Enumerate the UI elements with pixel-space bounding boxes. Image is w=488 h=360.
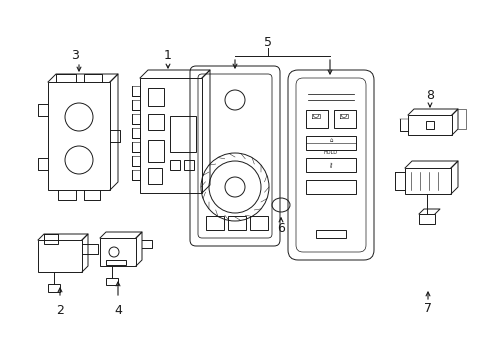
Bar — [205, 216, 224, 230]
Text: 8: 8 — [425, 89, 433, 102]
Bar — [183, 160, 194, 170]
Bar — [407, 115, 451, 135]
Bar — [132, 170, 140, 180]
Bar — [132, 114, 140, 124]
Text: 6: 6 — [277, 221, 285, 234]
Bar — [148, 140, 163, 162]
Bar — [44, 234, 58, 244]
Bar — [140, 78, 202, 193]
Bar — [106, 260, 126, 265]
Bar — [132, 142, 140, 152]
Text: 5: 5 — [264, 36, 271, 49]
Bar — [170, 116, 196, 152]
Bar — [305, 136, 355, 150]
Bar — [418, 214, 434, 224]
Bar — [249, 216, 267, 230]
Bar — [333, 110, 355, 128]
Bar — [170, 160, 180, 170]
Bar — [425, 121, 433, 129]
Bar — [305, 158, 355, 172]
Text: ⚷: ⚷ — [328, 162, 332, 167]
Bar — [132, 86, 140, 96]
Bar — [48, 284, 60, 292]
Bar — [148, 114, 163, 130]
Bar — [38, 240, 82, 272]
Bar — [48, 82, 110, 190]
Bar — [100, 238, 136, 266]
Text: 4: 4 — [114, 303, 122, 316]
Bar — [305, 180, 355, 194]
Text: ⌂: ⌂ — [328, 138, 332, 143]
Bar — [227, 216, 245, 230]
Bar — [404, 168, 450, 194]
Bar — [305, 110, 327, 128]
Bar — [315, 230, 346, 238]
Bar — [148, 168, 162, 184]
Text: HOLD: HOLD — [324, 149, 337, 154]
Text: 7: 7 — [423, 302, 431, 315]
Text: 3: 3 — [71, 49, 79, 62]
Bar — [132, 100, 140, 110]
Bar — [148, 88, 163, 106]
Bar — [132, 128, 140, 138]
Bar — [132, 156, 140, 166]
Text: 2: 2 — [56, 303, 64, 316]
Bar — [106, 278, 118, 285]
Text: 1: 1 — [164, 49, 172, 62]
